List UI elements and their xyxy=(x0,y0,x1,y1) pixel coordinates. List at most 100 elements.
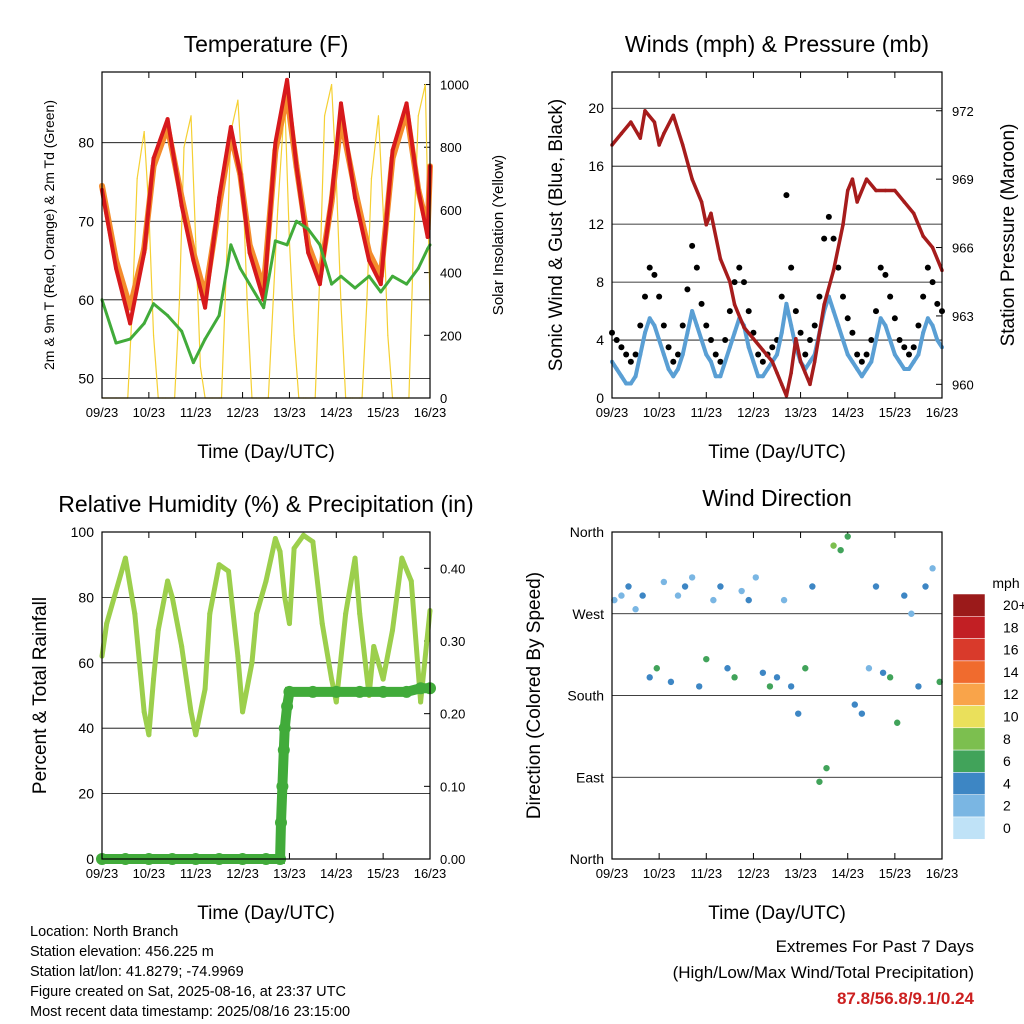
direction-point xyxy=(865,665,873,672)
legend-swatch xyxy=(952,616,986,639)
x-tick-label: 12/23 xyxy=(226,866,259,881)
gust-series-point xyxy=(703,322,710,329)
panel-title: Relative Humidity (%) & Precipitation (i… xyxy=(58,491,473,517)
direction-point xyxy=(929,565,936,572)
x-tick-label: 10/23 xyxy=(133,866,166,881)
y-right-tick-label: 966 xyxy=(952,241,974,256)
humidity-series-point xyxy=(249,660,255,666)
dewpoint-series-point xyxy=(318,243,322,247)
pressure-series-point xyxy=(893,188,897,193)
dewpoint-series-point xyxy=(416,266,420,270)
x-tick-label: 12/23 xyxy=(737,866,770,881)
wind-series-point xyxy=(709,359,713,364)
pressure-series-point xyxy=(657,143,661,147)
humidity-series-point xyxy=(235,653,241,659)
dewpoint-series-point xyxy=(191,361,195,365)
direction-point xyxy=(773,674,781,681)
pressure-series-point xyxy=(874,188,878,193)
gust-series-point xyxy=(901,344,908,351)
humidity-series xyxy=(99,532,433,738)
direction-point xyxy=(858,710,866,717)
wind-series-point xyxy=(925,316,930,321)
gust-series-point xyxy=(844,315,851,322)
wind-series-point xyxy=(784,301,789,306)
gust-series-point xyxy=(675,351,681,358)
humidity-series-point xyxy=(371,643,377,649)
x-tick-label: 16/23 xyxy=(414,866,447,881)
direction-point xyxy=(674,592,682,599)
wind-series-point xyxy=(855,367,860,372)
y-tick-label: 0 xyxy=(86,851,94,867)
pressure-series-point xyxy=(671,113,676,118)
legend-label: 16 xyxy=(1003,642,1019,658)
pressure-series-point xyxy=(775,371,779,375)
gust-series-point xyxy=(637,322,644,329)
wind-series-point xyxy=(713,374,718,379)
gust-series-point xyxy=(792,308,799,315)
direction-point xyxy=(915,683,922,690)
x-tick-label: 16/23 xyxy=(926,405,959,420)
pressure-series-point xyxy=(699,200,704,204)
pressure-series-point xyxy=(789,371,793,375)
humidity-series-point xyxy=(132,611,138,617)
wind-series-point xyxy=(907,367,911,372)
wind-series-point xyxy=(841,338,845,343)
gust-series-point xyxy=(821,235,828,242)
gust-series-point xyxy=(745,308,752,315)
x-tick-label: 16/23 xyxy=(926,866,959,881)
wind-series-point xyxy=(836,323,841,328)
direction-point xyxy=(894,719,901,726)
y-right-tick-label: 1000 xyxy=(440,78,469,93)
humidity-series-point xyxy=(291,545,297,551)
humidity-series-point xyxy=(169,594,175,600)
gust-series-point xyxy=(665,344,672,351)
temp-2m-series-point xyxy=(294,164,299,169)
x-tick-label: 10/23 xyxy=(643,405,676,420)
pressure-series-point xyxy=(770,359,775,364)
legend-label: 18 xyxy=(1003,619,1019,635)
gust-series-point xyxy=(868,337,875,344)
y-right-tick-label: 0.40 xyxy=(440,561,465,576)
wind-series-point xyxy=(765,367,770,372)
wind-series-point xyxy=(902,367,907,372)
gust-series-point xyxy=(623,351,630,358)
direction-point xyxy=(710,596,717,604)
gust-series-point xyxy=(708,337,714,344)
humidity-series-point xyxy=(216,562,222,568)
dewpoint-series-point xyxy=(330,282,334,286)
solar-series-point xyxy=(331,83,333,86)
direction-point xyxy=(688,574,696,581)
pressure-series-point xyxy=(638,136,643,140)
y-axis-label-right: Solar Insolation (Yellow) xyxy=(490,155,507,315)
temp-2m-series-point xyxy=(114,266,119,271)
x-tick-label: 09/23 xyxy=(596,866,629,881)
dewpoint-series-point xyxy=(203,337,207,341)
direction-point xyxy=(660,578,668,586)
plot-frame xyxy=(611,71,943,399)
dewpoint-series-point xyxy=(339,274,343,278)
gust-series-point xyxy=(670,358,677,365)
legend-label: 10 xyxy=(1003,709,1019,725)
y-tick-label: 8 xyxy=(596,274,604,290)
elevation-text: Station elevation: 456.225 m xyxy=(30,944,214,960)
y-tick-label: 20 xyxy=(78,786,94,802)
y-axis-label-left: Percent & Total Rainfall xyxy=(30,597,51,794)
solar-series-point xyxy=(277,209,279,211)
y-tick-label: 80 xyxy=(78,135,94,151)
x-tick-label: 11/23 xyxy=(690,866,722,881)
y-tick-label: 60 xyxy=(78,655,94,671)
y-right-tick-label: 200 xyxy=(440,328,462,343)
pressure-series-point xyxy=(921,234,925,238)
plot-frame xyxy=(101,71,431,399)
temp-2m-series-point xyxy=(378,282,383,287)
y-tick-label: North xyxy=(570,524,604,540)
y-right-tick-label: 960 xyxy=(952,377,974,392)
gust-series-point xyxy=(863,351,870,358)
wind-series-point xyxy=(647,316,652,321)
humidity-series-point xyxy=(122,555,128,561)
temp-2m-series-point xyxy=(142,250,147,255)
x-tick-label: 10/23 xyxy=(133,405,166,420)
pressure-series-point xyxy=(850,177,855,181)
x-tick-label: 14/23 xyxy=(831,866,864,881)
dewpoint-series-point xyxy=(166,314,170,318)
